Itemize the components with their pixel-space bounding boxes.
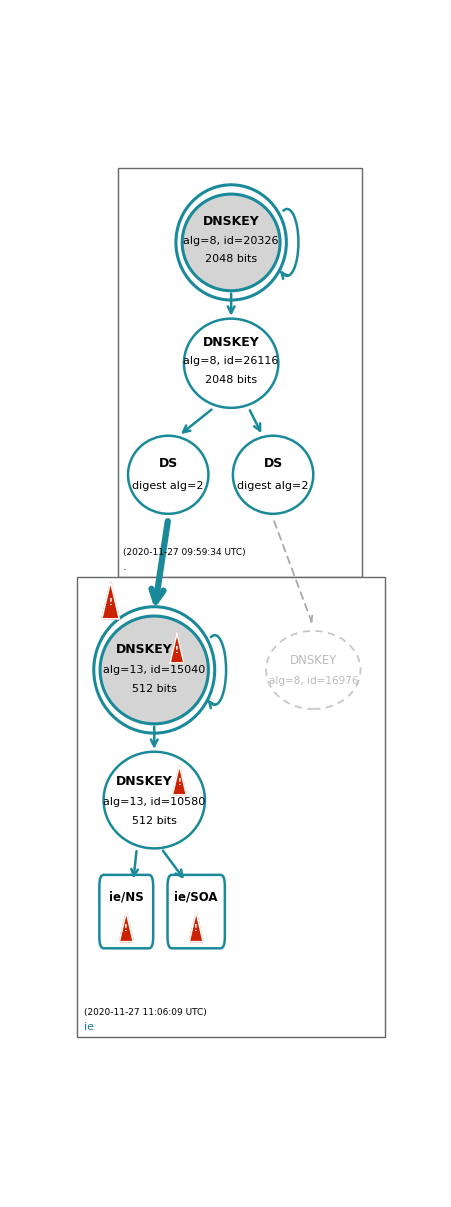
Text: 512 bits: 512 bits <box>132 816 177 826</box>
Text: 2048 bits: 2048 bits <box>205 375 257 385</box>
Text: .: . <box>123 562 126 572</box>
Text: DS: DS <box>159 457 178 470</box>
Text: alg=13, id=15040: alg=13, id=15040 <box>103 665 205 675</box>
Bar <box>118 168 362 577</box>
Polygon shape <box>170 634 184 663</box>
Text: !: ! <box>194 925 198 933</box>
FancyBboxPatch shape <box>167 875 225 949</box>
Text: DNSKEY: DNSKEY <box>290 654 337 667</box>
Ellipse shape <box>182 194 280 291</box>
Text: DNSKEY: DNSKEY <box>115 643 172 655</box>
Text: ie/SOA: ie/SOA <box>175 891 218 903</box>
Text: alg=8, id=16976: alg=8, id=16976 <box>268 676 358 686</box>
Ellipse shape <box>128 436 208 514</box>
Text: DS: DS <box>263 457 283 470</box>
Text: (2020-11-27 11:06:09 UTC): (2020-11-27 11:06:09 UTC) <box>84 1008 207 1016</box>
FancyBboxPatch shape <box>99 875 153 949</box>
Ellipse shape <box>104 752 205 849</box>
Polygon shape <box>189 912 203 941</box>
Text: alg=8, id=26116: alg=8, id=26116 <box>184 356 279 367</box>
Text: alg=8, id=20326: alg=8, id=20326 <box>184 235 279 245</box>
Bar <box>78 577 385 1037</box>
Text: 2048 bits: 2048 bits <box>205 255 257 264</box>
Polygon shape <box>172 765 186 795</box>
Text: (2020-11-27 09:59:34 UTC): (2020-11-27 09:59:34 UTC) <box>123 548 245 556</box>
Polygon shape <box>119 912 133 941</box>
Text: ie: ie <box>84 1022 94 1032</box>
Text: DNSKEY: DNSKEY <box>115 775 172 788</box>
Text: !: ! <box>178 777 181 787</box>
Polygon shape <box>102 582 119 619</box>
Text: !: ! <box>109 599 112 607</box>
Ellipse shape <box>266 631 360 709</box>
Text: !: ! <box>124 925 128 933</box>
Text: !: ! <box>175 646 179 654</box>
Text: ie/NS: ie/NS <box>109 891 144 903</box>
Text: digest alg=2: digest alg=2 <box>133 480 204 491</box>
Ellipse shape <box>184 319 278 408</box>
Text: 512 bits: 512 bits <box>132 683 177 694</box>
Text: DNSKEY: DNSKEY <box>203 216 259 228</box>
Text: alg=13, id=10580: alg=13, id=10580 <box>103 797 205 807</box>
Text: DNSKEY: DNSKEY <box>203 337 259 349</box>
Ellipse shape <box>233 436 313 514</box>
Text: digest alg=2: digest alg=2 <box>237 480 309 491</box>
Ellipse shape <box>100 616 208 724</box>
